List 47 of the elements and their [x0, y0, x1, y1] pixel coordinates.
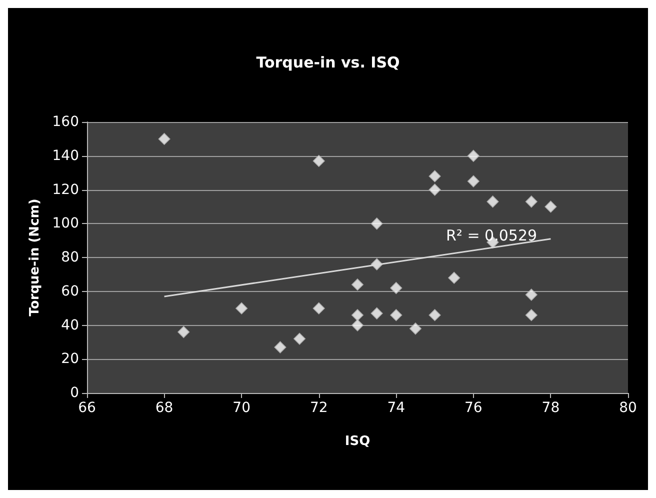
- x-tick-label: 74: [387, 400, 406, 416]
- y-tick-label: 40: [61, 317, 79, 334]
- point: [467, 175, 480, 188]
- x-tick-label: 70: [232, 400, 250, 416]
- y-tick-label: 120: [52, 182, 79, 198]
- point: [448, 272, 460, 284]
- y-tick-label: 0: [70, 385, 79, 401]
- x-tick-label: 68: [155, 400, 174, 416]
- point: [352, 278, 364, 291]
- point: [467, 150, 480, 162]
- point: [158, 132, 170, 145]
- y-axis-title: Torque-in (Ncm): [27, 198, 42, 316]
- point: [312, 302, 325, 314]
- point: [370, 307, 383, 320]
- point: [428, 184, 441, 196]
- y-tick-label: 140: [52, 148, 79, 164]
- point: [294, 332, 306, 345]
- x-tick-label: 80: [619, 400, 637, 416]
- x-tick-label: 72: [310, 400, 328, 416]
- point: [428, 309, 441, 322]
- point: [352, 319, 364, 332]
- x-tick-label: 76: [464, 400, 482, 416]
- y-tick-label: 20: [61, 351, 79, 368]
- point: [370, 218, 383, 230]
- point: [312, 154, 325, 167]
- chart-title: Torque-in vs. ISQ: [256, 54, 400, 72]
- point: [236, 302, 248, 314]
- y-tick-label: 80: [61, 250, 79, 266]
- point: [409, 322, 422, 335]
- point: [390, 282, 402, 294]
- point: [525, 309, 538, 322]
- y-tick-label: 160: [52, 114, 79, 130]
- point: [525, 288, 538, 301]
- point: [428, 170, 441, 182]
- point: [178, 326, 190, 338]
- point: [352, 309, 364, 322]
- y-tick-label: 60: [61, 283, 79, 300]
- point: [390, 309, 402, 322]
- annotation: R² = 0.0529: [446, 226, 538, 244]
- y-tick-label: 100: [52, 216, 79, 232]
- point: [486, 196, 499, 208]
- point: [274, 341, 286, 354]
- x-tick-label: 78: [542, 400, 560, 416]
- x-tick-label: 66: [78, 400, 96, 416]
- point: [544, 200, 557, 213]
- x-axis-title: ISQ: [344, 434, 370, 449]
- point: [525, 196, 538, 208]
